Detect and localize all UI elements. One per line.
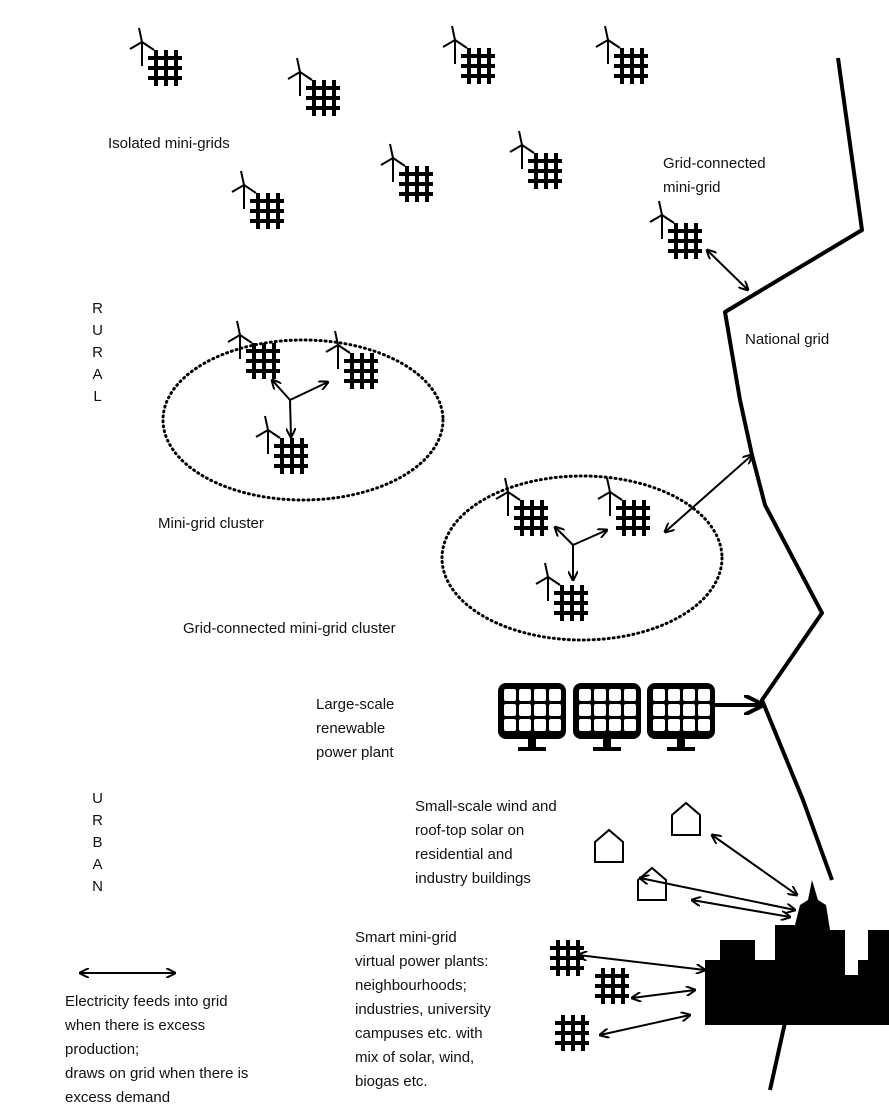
solar-panels [498, 683, 715, 751]
urban-label: URBAN [89, 790, 106, 900]
text-line: virtual power plants: [355, 953, 489, 970]
rural-label: RURAL [89, 300, 106, 410]
text-line: Small-scale wind and [415, 798, 557, 815]
arrows [80, 250, 797, 1035]
text-line: excess demand [65, 1089, 171, 1106]
text-line: renewable [316, 720, 386, 737]
text-line: draws on grid when there is [65, 1065, 249, 1082]
grid-connected-label: Grid-connected mini-grid [663, 152, 766, 200]
text-line: power plant [316, 744, 394, 761]
text-line: Smart mini-grid [355, 929, 457, 946]
text-line: Large-scale [316, 696, 395, 713]
text-line: industry buildings [415, 870, 531, 887]
text-line: residential and [415, 846, 513, 863]
mini-grid-icons [130, 26, 702, 1053]
text-line: Electricity feeds into grid [65, 993, 228, 1010]
smart-label: Smart mini-grid virtual power plants: neig… [355, 926, 491, 1094]
large-scale-label: Large-scale renewable power plant [316, 693, 394, 765]
isolated-label: Isolated mini-grids [108, 135, 230, 152]
legend-label: Electricity feeds into grid when there is… [65, 990, 248, 1110]
text-line: roof-top solar on [415, 822, 525, 839]
text-line: biogas etc. [355, 1073, 428, 1090]
cluster-label: Mini-grid cluster [158, 515, 264, 532]
text-line: campuses etc. with [355, 1025, 483, 1042]
text-line: mini-grid [663, 179, 721, 196]
small-scale-label: Small-scale wind and roof-top solar on res… [415, 795, 557, 891]
text-line: industries, university [355, 1001, 491, 1018]
text-line: when there is excess [65, 1017, 206, 1034]
cluster-outlines [161, 338, 724, 642]
city-skyline [705, 880, 889, 1025]
text-line: Grid-connected [663, 155, 766, 172]
text-line: production; [65, 1041, 140, 1058]
text-line: neighbourhoods; [355, 977, 467, 994]
text-line: mix of solar, wind, [355, 1049, 475, 1066]
national-grid-label: National grid [745, 331, 830, 348]
houses [594, 802, 701, 901]
grid-connected-cluster-label: Grid-connected mini-grid cluster [183, 620, 396, 637]
